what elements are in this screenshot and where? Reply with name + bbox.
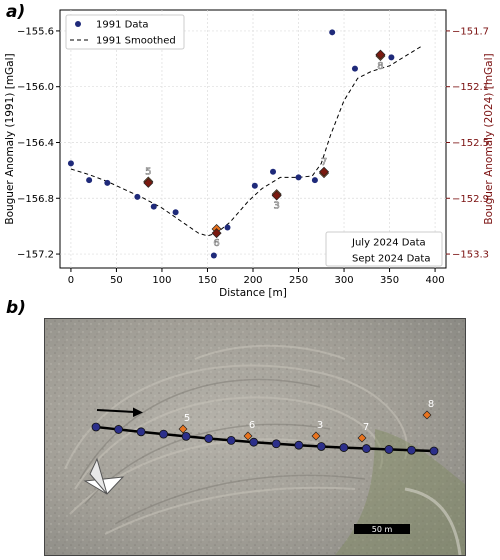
data-point-1991 <box>388 54 395 61</box>
y-left-tick-label: −156.0 <box>17 82 54 93</box>
x-tick-label: 250 <box>289 275 308 286</box>
sept-2024-point <box>143 177 154 188</box>
profile-point <box>136 427 146 437</box>
profile-point <box>181 431 191 441</box>
legend-box-right <box>325 231 443 267</box>
legend-label-sept: Sept 2024 Data <box>352 254 430 265</box>
legend-box-left <box>65 14 185 50</box>
aerial-photo: 5 6 3 7 8 50 m <box>44 318 466 556</box>
x-tick-label: 50 <box>110 275 123 286</box>
y-right-tick-label: −151.7 <box>452 26 489 37</box>
profile-point <box>271 439 281 449</box>
photo-station-marker <box>311 431 321 441</box>
trail <box>404 487 462 555</box>
x-tick-label: 100 <box>152 275 171 286</box>
data-point-1991 <box>351 65 358 72</box>
scale-bar-label: 50 m <box>372 525 393 534</box>
station-label: 7 <box>321 157 327 168</box>
data-point-1991 <box>329 29 336 36</box>
data-point-1991 <box>134 193 141 200</box>
station-label: 6 <box>213 238 219 249</box>
legend-marker-1991 <box>75 21 81 27</box>
profile-point <box>159 429 168 439</box>
x-tick-label: 400 <box>426 275 445 286</box>
chart-marks: 5 6 3 7 8 <box>67 29 395 263</box>
profile-point <box>316 442 326 451</box>
y-left-tick-label: −156.8 <box>17 194 54 205</box>
station-label: 5 <box>145 167 151 178</box>
panel-label-b: b) <box>6 298 26 318</box>
x-tick-label: 300 <box>334 275 353 286</box>
profile-point <box>226 436 236 445</box>
data-point-1991 <box>295 174 302 181</box>
photo-station-label: 3 <box>317 420 323 431</box>
profile-path <box>95 425 435 453</box>
x-tick-label: 200 <box>243 275 262 286</box>
legend-label-july: July 2024 Data <box>351 238 426 249</box>
photo-station-marker <box>243 431 253 441</box>
legend-label-1991: 1991 Data <box>96 20 149 31</box>
chart-axes: 0 50 100 150 200 250 300 350 400 −157.2 −156.8 −156… <box>4 9 495 299</box>
y-right-tick-label: −152.5 <box>452 138 489 149</box>
panel-label-a: a) <box>6 2 26 22</box>
profile-point <box>339 443 349 452</box>
y-left-tick-label: −156.4 <box>17 138 54 149</box>
profile-line: 5 6 3 7 8 <box>91 399 439 456</box>
y-axis-label-left: Bouguer Anomaly (1991) [mGal] <box>4 53 16 224</box>
photo-station-marker <box>178 424 188 434</box>
photo-station-label: 8 <box>428 399 434 410</box>
y-right-tick-label: −152.1 <box>452 82 489 93</box>
profile-point <box>429 446 439 456</box>
data-point-1991 <box>150 203 157 210</box>
profile-point <box>114 425 123 434</box>
data-point-1991 <box>104 179 111 186</box>
x-tick-label: 0 <box>68 275 74 286</box>
x-tick-label: 150 <box>198 275 217 286</box>
data-point-1991 <box>251 182 258 189</box>
data-point-1991 <box>311 177 318 184</box>
photo-station-marker <box>357 433 367 443</box>
sept-2024-point <box>375 49 386 60</box>
vegetation-patch <box>335 429 465 555</box>
y-right-tick-label: −152.9 <box>452 194 489 205</box>
y-axis-label-right: Bouguer Anomaly (2024) [mGal] <box>483 53 495 224</box>
data-point-1991 <box>210 252 217 259</box>
sept-2024-point <box>319 166 330 177</box>
data-point-1991 <box>67 160 74 167</box>
y-left-tick-label: −157.2 <box>17 250 54 261</box>
x-axis-label: Distance [m] <box>219 287 287 299</box>
photo-station-label: 6 <box>249 420 255 431</box>
scale-bar <box>354 524 410 534</box>
photo-station-label: 7 <box>363 422 369 433</box>
photo-station-label: 5 <box>184 413 190 424</box>
station-label: 3 <box>273 200 279 211</box>
profile-point <box>91 422 101 432</box>
sept-2024-point <box>271 190 282 201</box>
flow-arrow <box>96 407 143 417</box>
terrain-texture <box>45 319 465 555</box>
profile-point <box>384 445 394 454</box>
legends: 1991 Data 1991 Smoothed July 2024 Data Sept… <box>65 14 443 267</box>
profile-point <box>361 444 371 453</box>
data-point-1991 <box>224 224 231 231</box>
y-right-tick-label: −153.3 <box>452 250 489 261</box>
profile-point <box>407 445 416 455</box>
profile-point <box>204 434 214 443</box>
sept-2024-point <box>211 228 222 239</box>
smoothed-line-layer <box>70 45 422 237</box>
profile-point <box>294 440 304 450</box>
data-point-1991 <box>270 168 277 175</box>
north-arrow-icon <box>83 457 125 495</box>
photo-station-marker <box>422 410 432 420</box>
legend-label-smoothed: 1991 Smoothed <box>96 36 176 47</box>
data-point-1991 <box>172 209 179 216</box>
x-tick-label: 350 <box>380 275 399 286</box>
y-left-tick-label: −155.6 <box>17 26 54 37</box>
data-point-1991 <box>86 177 93 184</box>
profile-point <box>249 437 259 447</box>
aerial-photo-svg: 5 6 3 7 8 50 m <box>45 319 465 555</box>
station-label: 8 <box>377 61 383 72</box>
smoothed-line <box>70 45 422 237</box>
